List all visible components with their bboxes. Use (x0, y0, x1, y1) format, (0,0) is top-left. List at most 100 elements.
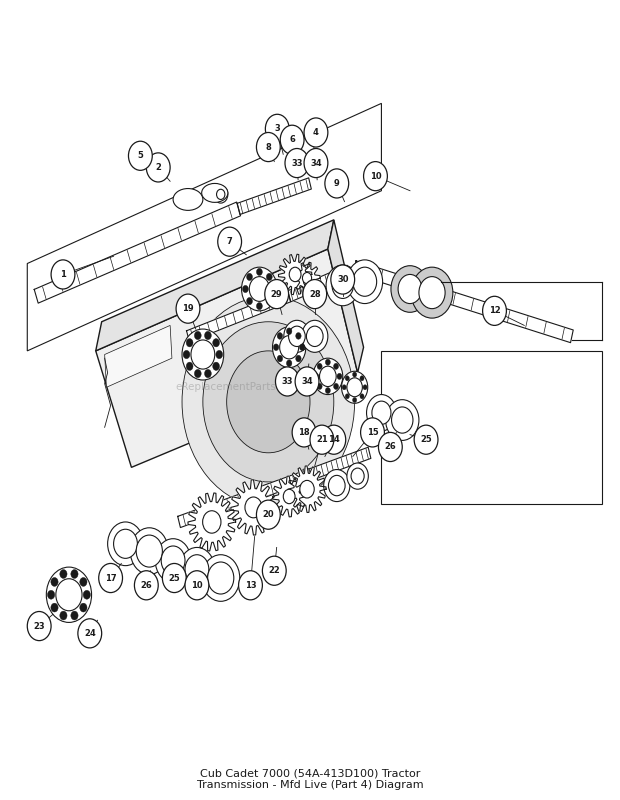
Circle shape (213, 186, 228, 203)
Circle shape (161, 546, 185, 575)
Text: 18: 18 (298, 428, 310, 437)
Ellipse shape (173, 189, 203, 210)
Circle shape (257, 500, 280, 530)
Text: 24: 24 (84, 629, 95, 638)
Circle shape (285, 149, 309, 178)
Circle shape (176, 294, 200, 323)
Text: 10: 10 (370, 172, 381, 181)
Text: 2: 2 (155, 163, 161, 172)
Circle shape (322, 425, 346, 454)
Text: 28: 28 (309, 290, 321, 298)
Text: 34: 34 (301, 377, 313, 386)
Circle shape (313, 358, 343, 394)
Circle shape (146, 153, 170, 182)
Text: 19: 19 (182, 304, 194, 313)
Polygon shape (353, 261, 574, 342)
Circle shape (342, 385, 346, 390)
Circle shape (128, 142, 153, 170)
Circle shape (245, 497, 262, 518)
Circle shape (191, 340, 215, 369)
Circle shape (216, 350, 223, 358)
Text: 26: 26 (384, 442, 396, 451)
Circle shape (351, 468, 364, 484)
Circle shape (277, 333, 283, 339)
Circle shape (227, 351, 310, 453)
Circle shape (213, 362, 219, 370)
Circle shape (135, 570, 158, 600)
Circle shape (136, 535, 162, 567)
Text: 6: 6 (289, 135, 295, 144)
Circle shape (218, 227, 242, 256)
Circle shape (411, 267, 453, 318)
Circle shape (130, 528, 169, 574)
Circle shape (326, 359, 330, 366)
Circle shape (347, 463, 368, 489)
Circle shape (378, 433, 402, 462)
Circle shape (302, 320, 328, 352)
Circle shape (295, 367, 319, 396)
Circle shape (275, 367, 299, 396)
Circle shape (202, 554, 240, 602)
Text: eReplacementParts.com: eReplacementParts.com (175, 382, 302, 392)
Polygon shape (278, 254, 312, 294)
Ellipse shape (202, 183, 228, 202)
Circle shape (195, 331, 202, 340)
Circle shape (203, 510, 221, 533)
Circle shape (186, 362, 193, 370)
Circle shape (262, 556, 286, 586)
Circle shape (80, 603, 87, 612)
Polygon shape (188, 493, 236, 551)
Circle shape (83, 590, 91, 599)
Circle shape (182, 296, 355, 507)
Circle shape (304, 118, 328, 147)
Circle shape (155, 538, 191, 582)
Circle shape (280, 335, 299, 359)
Circle shape (324, 470, 350, 502)
Circle shape (353, 267, 377, 296)
Circle shape (185, 554, 209, 584)
Polygon shape (34, 202, 241, 303)
Circle shape (286, 360, 292, 366)
Circle shape (345, 376, 349, 381)
Circle shape (273, 344, 279, 350)
Circle shape (398, 274, 422, 303)
Circle shape (179, 547, 215, 591)
Circle shape (71, 611, 78, 620)
Circle shape (60, 570, 67, 578)
Polygon shape (328, 220, 363, 373)
Circle shape (419, 277, 445, 309)
Circle shape (182, 329, 224, 380)
Polygon shape (95, 249, 358, 467)
Circle shape (331, 265, 355, 294)
Polygon shape (187, 290, 291, 342)
Circle shape (353, 372, 356, 377)
Circle shape (360, 376, 364, 381)
Circle shape (213, 338, 219, 347)
Text: 26: 26 (141, 581, 152, 590)
Circle shape (334, 363, 339, 370)
Polygon shape (309, 447, 371, 480)
Circle shape (242, 286, 249, 293)
Text: 34: 34 (310, 158, 322, 167)
Circle shape (205, 331, 211, 340)
Text: 1: 1 (60, 270, 66, 279)
Circle shape (361, 418, 384, 447)
Circle shape (51, 603, 58, 612)
Text: 20: 20 (262, 510, 274, 519)
Circle shape (326, 387, 330, 394)
Text: 13: 13 (245, 581, 256, 590)
Circle shape (46, 567, 92, 622)
Polygon shape (288, 266, 350, 302)
Circle shape (56, 578, 82, 610)
Circle shape (216, 190, 225, 199)
Circle shape (363, 162, 388, 190)
Circle shape (299, 344, 305, 350)
Circle shape (247, 274, 252, 281)
Circle shape (185, 570, 209, 600)
Circle shape (306, 326, 323, 346)
Circle shape (286, 328, 292, 334)
Circle shape (325, 169, 348, 198)
Circle shape (283, 490, 295, 504)
Text: 3: 3 (275, 124, 280, 134)
Circle shape (292, 418, 316, 447)
